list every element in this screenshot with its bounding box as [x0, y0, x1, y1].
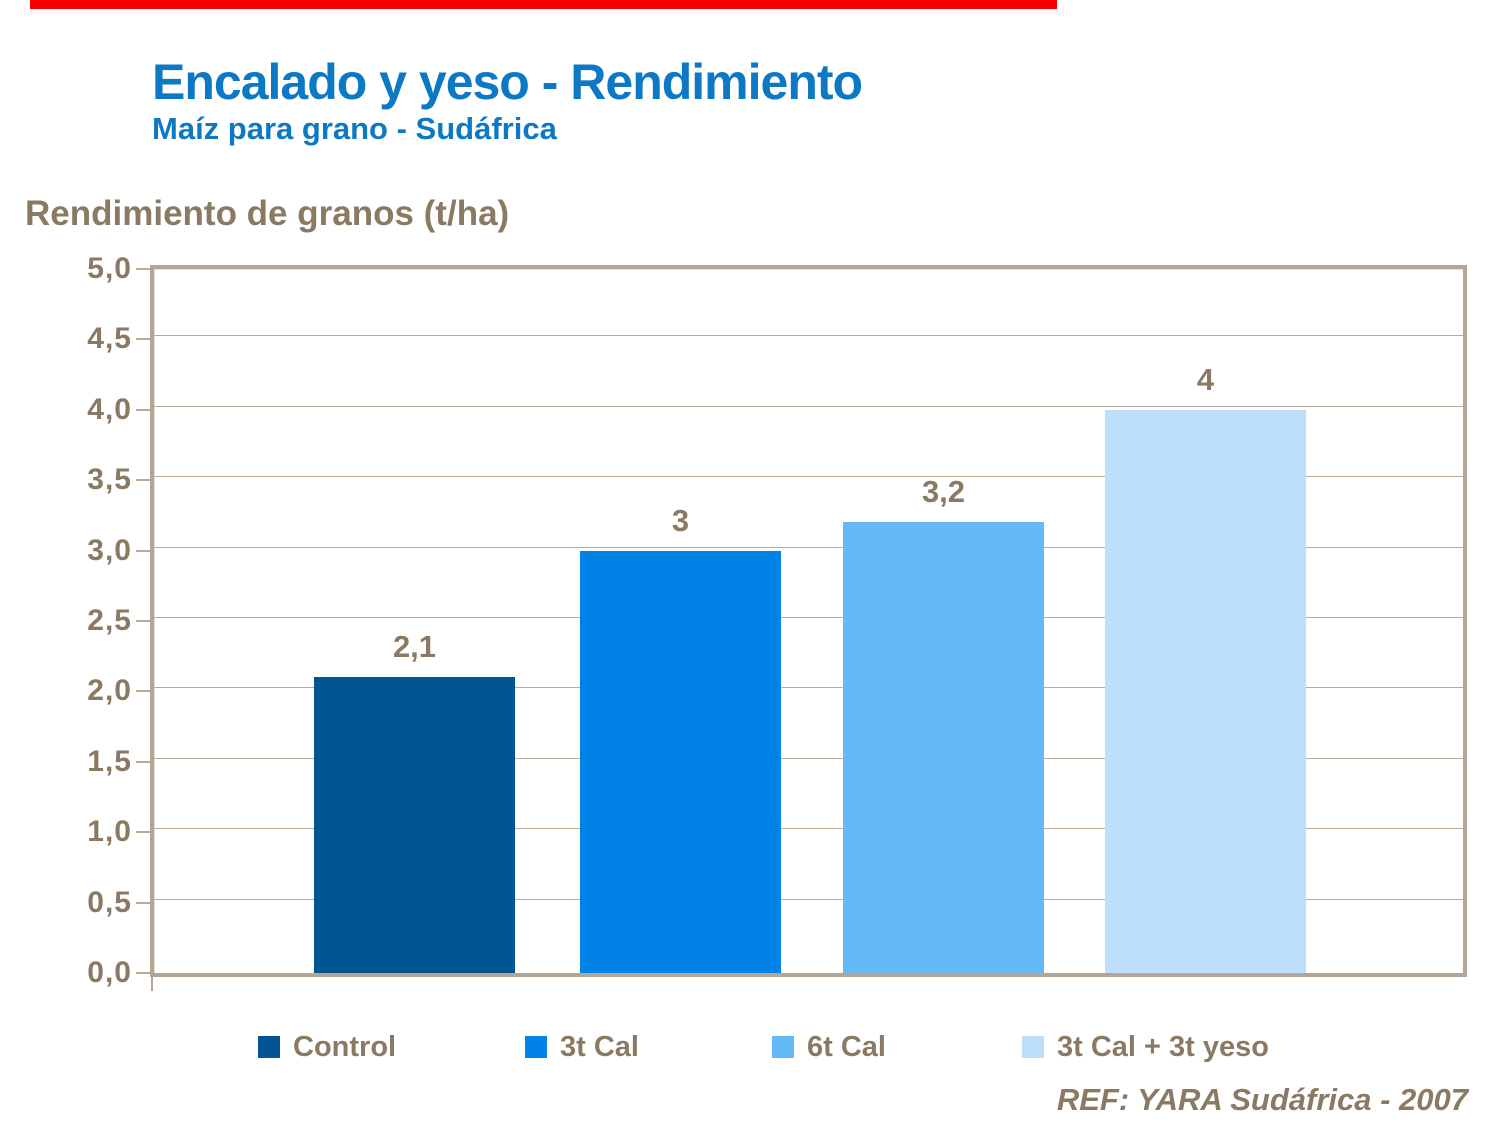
y-tick-mark	[136, 408, 150, 411]
y-tick-label: 3,0	[87, 533, 132, 567]
y-tick-mark	[136, 690, 150, 693]
x-axis-tick	[151, 977, 153, 991]
bar-6t-cal	[843, 522, 1044, 973]
top-accent-bar	[30, 0, 1057, 9]
y-tick-mark	[136, 901, 150, 904]
plot-area: 2,1 3 3,2 4	[150, 265, 1467, 977]
bar-control	[314, 677, 515, 973]
y-tick-label: 2,5	[87, 604, 132, 637]
y-tick-mark	[136, 760, 150, 763]
gridline	[154, 405, 1463, 407]
legend-label: 3t Cal	[560, 1030, 639, 1063]
source-reference: REF: YARA Sudáfrica - 2007	[1056, 1082, 1468, 1117]
slide-title: Encalado y yeso - Rendimiento	[152, 54, 863, 110]
legend-swatch	[1022, 1036, 1044, 1058]
y-tick-label: 3,5	[87, 463, 132, 497]
bar-value-label: 4	[1196, 361, 1215, 397]
legend-label: 3t Cal + 3t yeso	[1057, 1030, 1269, 1063]
y-tick-mark	[136, 831, 150, 834]
gridline	[154, 335, 1463, 337]
bar-3t-cal	[580, 550, 781, 973]
slide-subtitle: Maíz para grano - Sudáfrica	[152, 111, 557, 146]
gridline	[154, 476, 1463, 478]
legend-label: 6t Cal	[807, 1030, 886, 1063]
gridline	[154, 828, 1463, 830]
legend-swatch	[258, 1036, 280, 1058]
gridline	[154, 898, 1463, 900]
bar-3t-cal-3t-yeso	[1105, 409, 1306, 973]
legend: Control 3t Cal 6t Cal 3t Cal + 3t yeso	[0, 1030, 1500, 1064]
legend-item-3t-cal-3t-yeso: 3t Cal + 3t yeso	[1022, 1030, 1269, 1064]
y-tick-label: 1,0	[87, 815, 132, 849]
gridline	[154, 757, 1463, 759]
y-tick-label: 2,0	[87, 674, 132, 708]
y-axis-title: Rendimiento de granos (t/ha)	[25, 194, 510, 233]
y-tick-label: 5,0	[87, 252, 132, 285]
y-tick-label: 1,5	[87, 744, 132, 778]
y-tick-mark	[136, 620, 150, 622]
y-tick-label: 0,5	[87, 885, 132, 919]
y-tick-mark	[136, 549, 150, 552]
y-tick-mark	[136, 338, 150, 341]
gridline	[154, 617, 1463, 618]
legend-item-6t-cal: 6t Cal	[772, 1030, 886, 1064]
y-tick-mark	[136, 268, 150, 270]
y-tick-label: 4,0	[87, 392, 132, 426]
bar-value-label: 3	[671, 502, 690, 538]
bar-value-label: 2,1	[392, 629, 437, 665]
legend-label: Control	[293, 1030, 397, 1063]
legend-item-3t-cal: 3t Cal	[525, 1030, 639, 1064]
gridline	[154, 546, 1463, 548]
y-tick-label: 0,0	[87, 956, 132, 989]
y-tick-label: 4,5	[87, 322, 132, 356]
bar-value-label: 3,2	[921, 474, 966, 510]
legend-swatch	[525, 1036, 547, 1058]
y-tick-mark	[136, 479, 150, 482]
gridline	[154, 687, 1463, 689]
legend-item-control: Control	[258, 1030, 396, 1064]
legend-swatch	[772, 1036, 794, 1058]
y-tick-mark	[136, 972, 150, 974]
